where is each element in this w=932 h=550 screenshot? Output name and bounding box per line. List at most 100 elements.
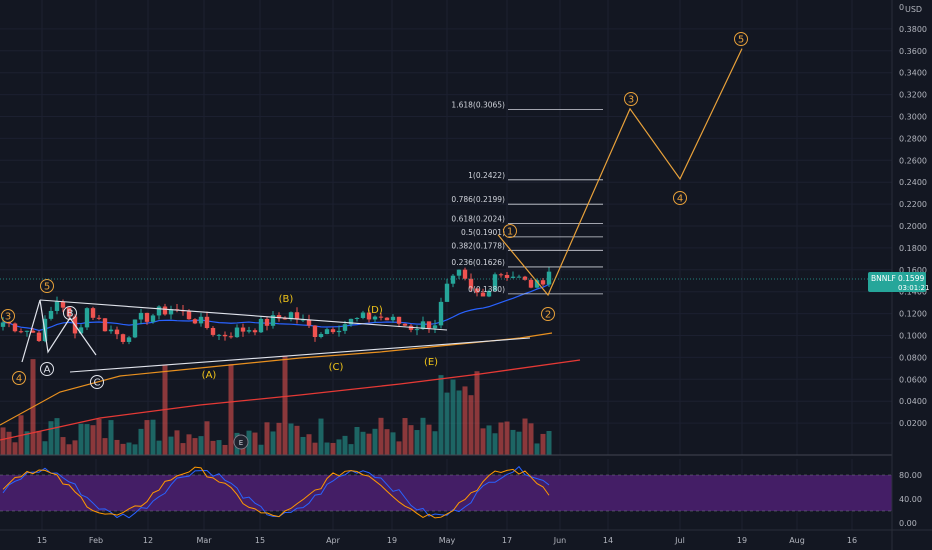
volume-bar — [510, 429, 516, 455]
time-tick-label: 15 — [255, 536, 265, 545]
fib-level-label: 0.618(0.2024) — [451, 214, 505, 223]
volume-bar — [546, 430, 552, 455]
candle-body — [444, 283, 450, 302]
candle-body — [234, 327, 240, 338]
price-tick-label: 0.2400 — [899, 178, 927, 187]
volume-bar — [288, 423, 294, 455]
volume-bar — [414, 430, 420, 455]
time-tick-label: Feb — [89, 536, 103, 545]
wave-label-forecast-circle — [624, 92, 638, 106]
wave-label-white: A — [44, 365, 51, 376]
volume-bar — [102, 438, 108, 455]
candle-body — [390, 316, 396, 321]
price-tick-label: 0.1800 — [899, 244, 927, 253]
candle-body — [534, 280, 540, 288]
volume-bar — [84, 424, 90, 455]
volume-bar — [540, 433, 546, 455]
volume-bar — [222, 444, 228, 455]
candle-body — [108, 329, 114, 332]
volume-bar — [24, 431, 30, 455]
triangle-lower-line — [69, 337, 531, 373]
volume-bar — [324, 442, 330, 455]
volume-bar — [264, 422, 270, 455]
candle-body — [246, 330, 252, 332]
event-badge-circle — [233, 434, 249, 450]
grid — [0, 0, 892, 530]
volume-bar — [312, 442, 318, 455]
price-tick-label: 0.1200 — [899, 310, 927, 319]
volume-bar — [462, 386, 468, 455]
candles[interactable] — [0, 267, 552, 345]
time-axis[interactable]: 15 Feb 12 Mar 15 Apr 19 May 17 Jun 14 Jul 19 Aug 16 — [37, 536, 857, 545]
rsi-tick-label: 40.00 — [899, 495, 922, 504]
candle-body — [414, 329, 420, 331]
candle-body — [6, 322, 12, 324]
candle-body — [18, 331, 24, 333]
candle-body — [24, 330, 30, 332]
volume-bar — [96, 418, 102, 455]
time-tick-label: 14 — [603, 536, 613, 545]
volume-bar — [42, 441, 48, 455]
wave-label-orange: 3 — [5, 312, 11, 323]
volume-bar — [246, 430, 252, 455]
wave-label-orange: 4 — [16, 374, 22, 385]
volume-bar — [156, 440, 162, 455]
volume-bar — [6, 431, 12, 455]
time-tick-label: 19 — [737, 536, 747, 545]
price-tag-countdown: 03:01:21 — [898, 284, 929, 292]
candle-body — [204, 316, 210, 329]
candle-body — [312, 325, 318, 337]
candle-body — [96, 317, 102, 319]
candle-body — [360, 312, 366, 318]
volume-bar — [12, 442, 18, 455]
candle-body — [240, 327, 246, 332]
candle-body — [438, 301, 444, 326]
volume-bar — [132, 444, 138, 455]
volume-bar — [168, 436, 174, 455]
candle-body — [168, 309, 174, 315]
wave-label-white-circle — [90, 375, 104, 389]
wave-label-forecast: 5 — [738, 35, 744, 46]
volume-bar — [186, 434, 192, 455]
volume-bar — [384, 429, 390, 455]
volume-bar — [522, 418, 528, 455]
candle-body — [78, 327, 84, 334]
candle-body — [270, 315, 276, 326]
price-axis[interactable]: 0.3800 0.3600 0.3400 0.3200 0.3000 0.2800 0.26… — [899, 3, 927, 428]
wave-label-orange: 5 — [44, 282, 50, 293]
candle-body — [486, 290, 492, 297]
wave-label-forecast: 1 — [507, 227, 513, 238]
rsi-band — [0, 475, 892, 511]
volume-bar — [444, 392, 450, 455]
time-tick-label: 12 — [143, 536, 153, 545]
wave-label-triangle: (C) — [329, 362, 344, 373]
volume-bar — [360, 431, 366, 455]
volume-bar — [258, 444, 264, 455]
volume-bar — [306, 434, 312, 455]
volume-bar — [438, 375, 444, 455]
price-tick-label: 0.3800 — [899, 25, 927, 34]
candle-body — [102, 318, 108, 332]
time-tick-label: May — [439, 536, 456, 545]
price-tick-label: 0.0800 — [899, 353, 927, 362]
time-tick-label: Jun — [553, 536, 567, 545]
volume-bar — [60, 437, 66, 455]
candle-body — [402, 323, 408, 326]
volume-bar — [402, 418, 408, 455]
fib-level-label: 0(0.1380) — [468, 285, 505, 294]
candle-body — [480, 292, 486, 297]
volume-bar — [126, 442, 132, 455]
volume-bar — [36, 430, 42, 455]
candle-body — [288, 312, 294, 320]
volume-bar — [0, 427, 6, 455]
price-tick-label: 0.0600 — [899, 375, 927, 384]
rsi-axis: 80.00 40.00 0.00 — [899, 471, 922, 528]
volume-bar — [390, 432, 396, 455]
trendlines — [21, 299, 531, 373]
ma-fast-line — [2, 283, 550, 332]
candle-body — [282, 318, 288, 320]
candle-body — [474, 288, 480, 293]
candle-body — [198, 316, 204, 324]
fib-level-label: 1(0.2422) — [468, 171, 505, 180]
